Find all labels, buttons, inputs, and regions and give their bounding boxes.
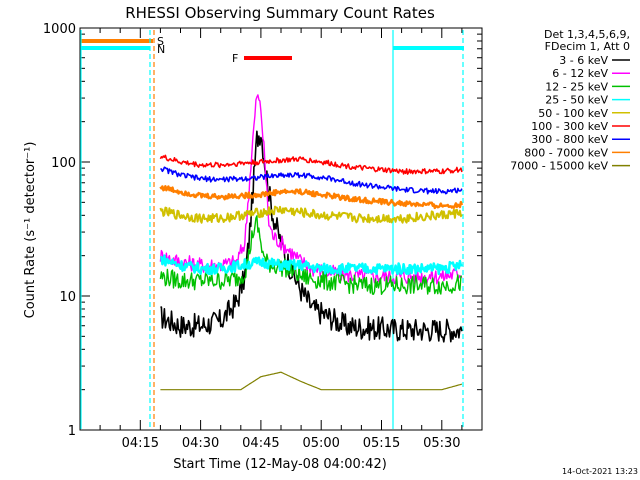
series-line (159, 154, 463, 175)
footer-timestamp: 14-Oct-2021 13:23 (562, 467, 638, 476)
legend-label: 300 - 800 keV (531, 133, 608, 146)
axis-ticks: 1 10 100 1000 04:15 04:30 04:45 05:00 05:15 05:30 (43, 22, 483, 451)
y-tick-label: 1 (68, 424, 76, 439)
x-tick-label: 05:30 (423, 436, 460, 451)
series-layer (159, 94, 464, 391)
x-tick-label: 04:45 (242, 436, 279, 451)
overlay-markers: SN F (80, 30, 464, 429)
n-marker-label: N (157, 43, 165, 56)
series-line (159, 94, 463, 285)
series-line (159, 185, 464, 210)
x-tick-label: 04:30 (182, 436, 219, 451)
legend: Det 1,3,4,5,6,9, FDecim 1, Att 0 3 - 6 k… (510, 28, 630, 173)
legend-label: 25 - 50 keV (545, 94, 608, 107)
legend-header-2: FDecim 1, Att 0 (545, 40, 630, 53)
legend-label: 50 - 100 keV (538, 107, 608, 120)
series-line (160, 166, 463, 195)
f-marker-label: F (232, 52, 238, 65)
series-line (159, 215, 463, 295)
legend-header-1: Det 1,3,4,5,6,9, (544, 28, 630, 41)
chart-title: RHESSI Observing Summary Count Rates (125, 4, 435, 22)
legend-label: 800 - 7000 keV (524, 146, 608, 159)
s-marker-label: S (157, 35, 164, 48)
y-tick-label: 1000 (43, 22, 76, 37)
legend-label: 12 - 25 keV (545, 80, 608, 93)
y-axis-label: Count Rate (s⁻¹ detector⁻¹) (23, 142, 38, 319)
y-tick-label: 10 (59, 290, 76, 305)
legend-label: 6 - 12 keV (552, 67, 608, 80)
x-tick-label: 05:00 (302, 436, 339, 451)
plot-frame (79, 27, 483, 431)
x-axis-label: Start Time (12-May-08 04:00:42) (173, 457, 387, 472)
y-tick-label: 100 (51, 156, 76, 171)
legend-label: 7000 - 15000 keV (510, 160, 608, 173)
series-line (160, 371, 463, 391)
legend-label: 3 - 6 keV (559, 54, 608, 67)
series-line (160, 254, 463, 276)
x-tick-label: 05:15 (363, 436, 400, 451)
series-line (160, 130, 463, 343)
legend-label: 100 - 300 keV (531, 120, 608, 133)
series-line (159, 205, 463, 224)
x-tick-label: 04:15 (122, 436, 159, 451)
